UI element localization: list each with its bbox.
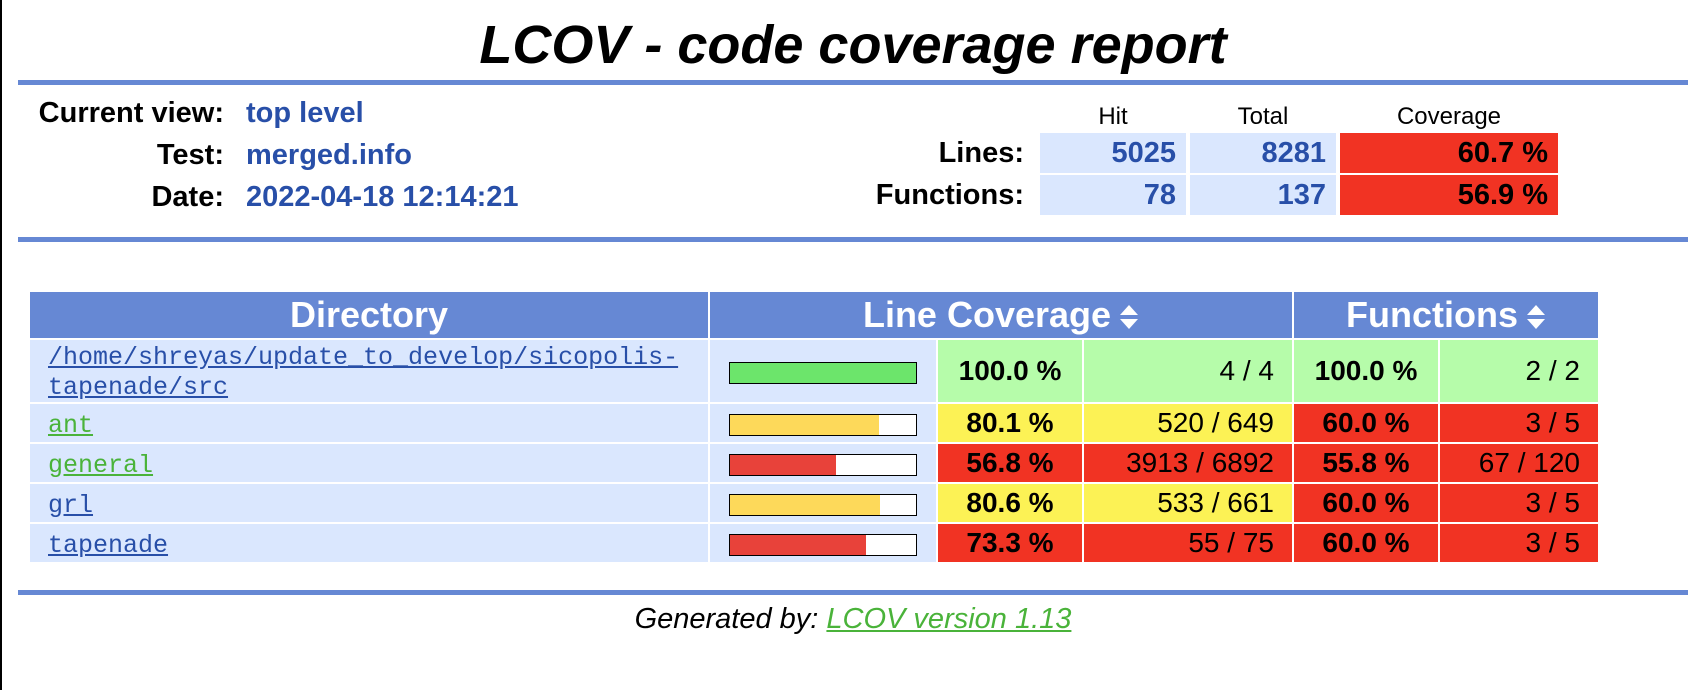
line-coverage-percent: 56.8 % xyxy=(938,444,1082,482)
line-coverage-count: 520 / 649 xyxy=(1084,404,1292,442)
sort-arrows-icon[interactable] xyxy=(1526,303,1546,331)
report-page: LCOV - code coverage report Current view… xyxy=(18,0,1688,636)
line-coverage-percent: 80.1 % xyxy=(938,404,1082,442)
table-row: /home/shreyas/update_to_develop/sicopoli… xyxy=(30,340,1598,402)
line-coverage-column-header[interactable]: Line Coverage xyxy=(710,292,1292,338)
directory-link[interactable]: general xyxy=(48,450,154,480)
lines-coverage: 60.7 % xyxy=(1340,133,1558,173)
test-label: Test: xyxy=(156,139,224,171)
coverage-bar-fill xyxy=(730,362,916,383)
function-coverage-percent: 60.0 % xyxy=(1294,484,1438,522)
line-coverage-count: 533 / 661 xyxy=(1084,484,1292,522)
table-row: general 56.8 % 3913 / 6892 55.8 % 67 / 1… xyxy=(30,444,1598,482)
function-coverage-percent: 60.0 % xyxy=(1294,404,1438,442)
coverage-bar-fill xyxy=(730,414,879,435)
functions-hit: 78 xyxy=(1040,175,1186,215)
date-value: 2022-04-18 12:14:21 xyxy=(246,181,519,213)
coverage-bar-cell xyxy=(710,340,936,402)
function-coverage-percent: 60.0 % xyxy=(1294,524,1438,562)
function-coverage-percent: 55.8 % xyxy=(1294,444,1438,482)
coverage-bar-fill xyxy=(730,454,836,475)
coverage-bar-fill xyxy=(730,534,867,555)
functions-coverage: 56.9 % xyxy=(1340,175,1558,215)
line-coverage-header-label: Line Coverage xyxy=(862,294,1112,335)
functions-header-label: Functions xyxy=(1346,294,1518,335)
line-coverage-percent: 80.6 % xyxy=(938,484,1082,522)
coverage-bar xyxy=(729,413,917,436)
function-coverage-count: 67 / 120 xyxy=(1440,444,1598,482)
table-row: tapenade 73.3 % 55 / 75 60.0 % 3 / 5 xyxy=(30,524,1598,562)
coverage-bar-fill xyxy=(730,494,880,515)
divider-middle xyxy=(18,237,1688,242)
directory-section: Directory Line Coverage Functions /home/… xyxy=(18,242,1688,590)
lines-total: 8281 xyxy=(1190,133,1336,173)
directory-cell: tapenade xyxy=(30,524,708,562)
hit-column-header: Hit xyxy=(1098,103,1128,130)
footer-prefix: Generated by: xyxy=(634,603,827,635)
summary-header: Current view: top level Test: merged.inf… xyxy=(18,85,1688,237)
sort-arrows-icon[interactable] xyxy=(1119,303,1139,331)
coverage-bar-cell xyxy=(710,404,936,442)
function-coverage-count: 3 / 5 xyxy=(1440,404,1598,442)
functions-column-header[interactable]: Functions xyxy=(1294,292,1598,338)
functions-label: Functions: xyxy=(875,179,1024,211)
directory-table: Directory Line Coverage Functions /home/… xyxy=(28,290,1600,564)
current-view-label: Current view: xyxy=(38,97,224,129)
total-column-header: Total xyxy=(1237,103,1289,130)
directory-cell: general xyxy=(30,444,708,482)
coverage-bar xyxy=(729,533,917,556)
coverage-column-header: Coverage xyxy=(1396,103,1502,130)
line-coverage-count: 55 / 75 xyxy=(1084,524,1292,562)
directory-column-header: Directory xyxy=(30,292,708,338)
directory-link[interactable]: tapenade xyxy=(48,530,169,560)
coverage-bar xyxy=(729,361,917,384)
date-label: Date: xyxy=(151,181,224,213)
function-coverage-count: 2 / 2 xyxy=(1440,340,1598,402)
current-view-value: top level xyxy=(246,97,364,129)
function-coverage-percent: 100.0 % xyxy=(1294,340,1438,402)
lines-hit: 5025 xyxy=(1040,133,1186,173)
coverage-bar-cell xyxy=(710,444,936,482)
function-coverage-count: 3 / 5 xyxy=(1440,484,1598,522)
divider-bottom xyxy=(18,590,1688,595)
coverage-bar xyxy=(729,453,917,476)
line-coverage-count: 4 / 4 xyxy=(1084,340,1292,402)
directory-cell: grl xyxy=(30,484,708,522)
footer: Generated by: LCOV version 1.13 xyxy=(18,603,1688,636)
window-edge xyxy=(0,0,2,690)
directory-link[interactable]: /home/shreyas/update_to_develop/sicopoli… xyxy=(48,343,679,402)
table-row: ant 80.1 % 520 / 649 60.0 % 3 / 5 xyxy=(30,404,1598,442)
line-coverage-percent: 73.3 % xyxy=(938,524,1082,562)
divider-top xyxy=(18,80,1688,85)
directory-header-label: Directory xyxy=(289,294,449,335)
directory-cell: ant xyxy=(30,404,708,442)
page-title: LCOV - code coverage report xyxy=(479,15,1227,75)
line-coverage-percent: 100.0 % xyxy=(938,340,1082,402)
lines-label: Lines: xyxy=(938,137,1024,169)
directory-link[interactable]: grl xyxy=(48,490,94,520)
functions-total: 137 xyxy=(1190,175,1336,215)
test-value: merged.info xyxy=(246,139,412,171)
coverage-bar xyxy=(729,493,917,516)
coverage-bar-cell xyxy=(710,484,936,522)
line-coverage-count: 3913 / 6892 xyxy=(1084,444,1292,482)
coverage-bar-cell xyxy=(710,524,936,562)
table-row: grl 80.6 % 533 / 661 60.0 % 3 / 5 xyxy=(30,484,1598,522)
function-coverage-count: 3 / 5 xyxy=(1440,524,1598,562)
lcov-version-link[interactable]: LCOV version 1.13 xyxy=(826,603,1072,635)
directory-cell: /home/shreyas/update_to_develop/sicopoli… xyxy=(30,340,708,402)
directory-link[interactable]: ant xyxy=(48,410,94,440)
